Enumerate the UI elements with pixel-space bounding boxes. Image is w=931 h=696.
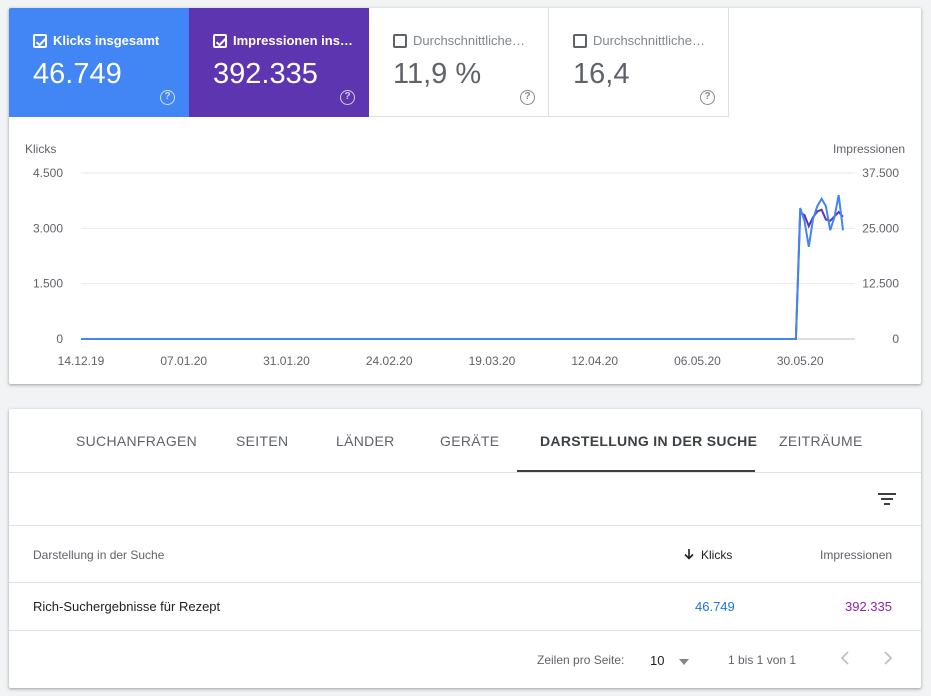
rows-per-page-select[interactable]: 10 xyxy=(650,653,665,668)
metric-label: Durchschnittliche… xyxy=(593,33,705,48)
cell-clicks: 46.749 xyxy=(695,599,735,614)
metric-tile-position[interactable]: Durchschnittliche… 16,4 ? xyxy=(549,8,729,117)
tab-zeitraeume[interactable]: ZEITRÄUME xyxy=(779,433,863,449)
checkbox-unchecked-icon[interactable] xyxy=(573,34,587,48)
column-header-impressions[interactable]: Impressionen xyxy=(820,548,893,562)
tab-geraete[interactable]: GERÄTE xyxy=(440,433,500,449)
table-row[interactable]: Rich-Suchergebnisse für Rezept 46.749 39… xyxy=(9,583,921,631)
checkbox-checked-icon[interactable] xyxy=(213,34,227,48)
help-icon[interactable]: ? xyxy=(520,90,535,105)
rows-per-page-label: Zeilen pro Seite: xyxy=(537,653,625,667)
series-line-clicks xyxy=(81,194,844,340)
x-tick: 19.03.20 xyxy=(469,354,516,368)
y-axis-right-label: Impressionen xyxy=(833,142,905,156)
filter-icon[interactable] xyxy=(877,489,897,509)
tab-suchanfragen[interactable]: SUCHANFRAGEN xyxy=(76,433,198,449)
y-tick-left: 1.500 xyxy=(33,277,63,291)
metric-label: Impressionen ins… xyxy=(233,33,353,48)
table-card: SUCHANFRAGEN SEITEN LÄNDER GERÄTE DARSTE… xyxy=(9,409,921,688)
x-tick: 07.01.20 xyxy=(160,354,207,368)
x-tick: 30.05.20 xyxy=(777,354,824,368)
metric-tile-clicks[interactable]: Klicks insgesamt 46.749 ? xyxy=(9,8,189,117)
y-tick-right: 12.500 xyxy=(862,277,899,291)
checkbox-unchecked-icon[interactable] xyxy=(393,34,407,48)
metric-value: 11,9 % xyxy=(393,58,482,90)
chevron-left-icon[interactable] xyxy=(839,651,851,665)
y-tick-right: 0 xyxy=(892,332,899,346)
chevron-right-icon[interactable] xyxy=(882,651,894,665)
column-header-clicks-label: Klicks xyxy=(701,548,733,562)
tab-laender[interactable]: LÄNDER xyxy=(336,433,395,449)
filter-bar xyxy=(9,474,921,526)
x-tick: 14.12.19 xyxy=(58,354,105,368)
x-tick: 06.05.20 xyxy=(674,354,721,368)
table-header: Darstellung in der Suche Klicks Impressi… xyxy=(9,526,921,583)
help-icon[interactable]: ? xyxy=(700,90,715,105)
tab-darstellung[interactable]: DARSTELLUNG IN DER SUCHE xyxy=(540,433,758,449)
pagination-range: 1 bis 1 von 1 xyxy=(728,653,797,667)
help-icon[interactable]: ? xyxy=(340,90,355,105)
column-header-dimension[interactable]: Darstellung in der Suche xyxy=(33,548,165,562)
y-tick-left: 4.500 xyxy=(33,166,63,180)
metric-value: 46.749 xyxy=(33,58,122,90)
y-tick-left: 0 xyxy=(56,332,63,346)
x-tick: 24.02.20 xyxy=(366,354,413,368)
cell-dimension: Rich-Suchergebnisse für Rezept xyxy=(33,599,221,614)
series-line-impressions xyxy=(81,208,844,340)
y-tick-right: 25.000 xyxy=(862,221,899,235)
cell-impressions: 392.335 xyxy=(845,599,892,614)
metric-value: 392.335 xyxy=(213,58,318,90)
checkbox-checked-icon[interactable] xyxy=(33,34,47,48)
active-tab-indicator xyxy=(517,470,755,472)
performance-chart-card: Klicks insgesamt 46.749 ? Impressionen i… xyxy=(9,8,921,384)
dimension-tabs: SUCHANFRAGEN SEITEN LÄNDER GERÄTE DARSTE… xyxy=(9,409,921,473)
y-tick-right: 37.500 xyxy=(862,166,899,180)
metric-label: Klicks insgesamt xyxy=(53,33,160,48)
x-tick: 31.01.20 xyxy=(263,354,310,368)
metric-label: Durchschnittliche… xyxy=(413,33,525,48)
metric-tile-ctr[interactable]: Durchschnittliche… 11,9 % ? xyxy=(369,8,549,117)
metric-tile-impressions[interactable]: Impressionen ins… 392.335 ? xyxy=(189,8,369,117)
x-tick: 12.04.20 xyxy=(571,354,618,368)
y-axis-left-label: Klicks xyxy=(25,142,56,156)
line-chart: Klicks Impressionen 4.500 37.500 3.000 25.0… xyxy=(25,142,905,368)
metric-value: 16,4 xyxy=(573,58,630,90)
pagination-bar: Zeilen pro Seite: 10 1 bis 1 von 1 xyxy=(9,631,921,688)
help-icon[interactable]: ? xyxy=(160,90,175,105)
dropdown-arrow-icon[interactable] xyxy=(678,658,690,666)
tab-seiten[interactable]: SEITEN xyxy=(236,433,289,449)
y-tick-left: 3.000 xyxy=(33,221,63,235)
sort-arrow-down-icon xyxy=(684,549,694,560)
column-header-clicks[interactable]: Klicks xyxy=(683,548,732,562)
